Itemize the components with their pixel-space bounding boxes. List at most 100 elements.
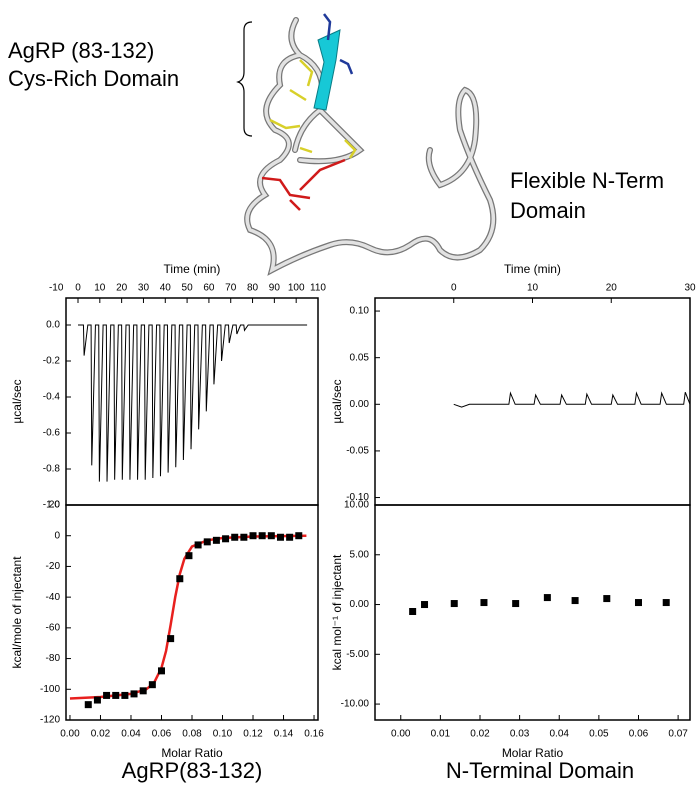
backbone	[245, 18, 496, 274]
caption: N-Terminal Domain	[446, 758, 634, 783]
y-axis-label: µcal/sec	[10, 379, 24, 423]
x-tick-label: 0.01	[431, 729, 451, 740]
caption: AgRP(83-132)	[122, 758, 263, 783]
y-tick-label: -20	[46, 561, 61, 572]
side-chain-blue	[323, 13, 354, 75]
data-point	[249, 532, 257, 540]
x-tick-label: 110	[310, 283, 326, 294]
y-tick-label: -120	[40, 715, 60, 726]
y-tick-label: -1.0	[43, 500, 61, 511]
x-tick-label: 0.00	[391, 729, 411, 740]
x-tick-label: 10	[94, 283, 106, 294]
x-tick-label: 100	[288, 283, 305, 294]
y-tick-label: 0.10	[350, 306, 370, 317]
disulfide	[269, 59, 357, 159]
data-point	[203, 538, 211, 546]
y-tick-label: 10.00	[344, 500, 369, 511]
data-point	[231, 533, 239, 541]
x-tick-label: 0.14	[274, 729, 294, 740]
data-point	[258, 532, 266, 540]
x-tick-label: 0.07	[668, 729, 688, 740]
data-point	[295, 532, 303, 540]
y-tick-label: -100	[40, 684, 60, 695]
y-tick-label: -80	[46, 653, 61, 664]
x-tick-label: 0	[451, 283, 457, 294]
y-tick-label: -0.4	[43, 392, 61, 403]
trace	[453, 391, 691, 408]
y-tick-label: 5.00	[350, 549, 370, 560]
x-tick-label: 20	[116, 283, 128, 294]
y-axis-label: µcal/sec	[330, 379, 344, 423]
data-point	[634, 599, 642, 607]
data-point	[480, 599, 488, 607]
data-point	[130, 690, 138, 698]
x-tick-label: 0.02	[470, 729, 490, 740]
fit-curve	[69, 534, 307, 700]
backbone-outline	[244, 17, 497, 276]
data-point	[286, 533, 294, 541]
trace	[78, 324, 308, 482]
y-tick-label: 0.00	[350, 399, 370, 410]
bracket	[236, 21, 253, 137]
y-tick-label: 0.0	[46, 320, 60, 331]
y-tick-label: -40	[46, 592, 61, 603]
y-tick-label: 0.00	[350, 599, 370, 610]
y-tick-label: -0.2	[43, 356, 61, 367]
data-point	[194, 541, 202, 549]
data-point	[84, 701, 92, 709]
x-tick-label: 80	[247, 283, 259, 294]
x-axis-label: Molar Ratio	[502, 746, 564, 760]
data-point	[222, 535, 230, 543]
beta-sheet	[313, 29, 341, 111]
x-axis-label: Time (min)	[504, 262, 561, 276]
data-point	[148, 681, 156, 689]
x-tick-label: 10	[527, 283, 539, 294]
y-tick-label: -0.8	[43, 464, 61, 475]
x-tick-label: 0.06	[629, 729, 649, 740]
y-tick-label: -5.00	[346, 649, 369, 660]
plot-frame	[374, 297, 691, 506]
data-point	[543, 594, 551, 602]
data-point	[409, 608, 417, 616]
y-tick-label: -0.05	[346, 446, 369, 457]
y-tick-label: -0.10	[346, 492, 369, 503]
x-tick-label: 0.10	[213, 729, 233, 740]
data-point	[267, 532, 275, 540]
x-tick-label: 50	[182, 283, 194, 294]
protein-structure	[236, 13, 497, 276]
structure-label: AgRP (83-132)	[8, 38, 154, 63]
x-tick-label: 0.06	[152, 729, 172, 740]
plot-frame	[374, 504, 691, 721]
structure-label: Domain	[510, 198, 586, 223]
x-tick-label: 0.03	[510, 729, 530, 740]
data-point	[603, 595, 611, 603]
y-tick-label: -0.6	[43, 428, 61, 439]
y-axis-label: kcal mol⁻¹ of injectant	[330, 554, 344, 670]
x-tick-label: 40	[160, 283, 172, 294]
y-tick-label: -10.00	[341, 699, 370, 710]
data-point	[276, 533, 284, 541]
x-tick-label: 20	[606, 283, 618, 294]
data-point	[103, 691, 111, 699]
x-tick-label: 0.04	[550, 729, 570, 740]
x-tick-label: 0.05	[589, 729, 609, 740]
data-point	[421, 601, 429, 609]
x-tick-label: 0.00	[60, 729, 80, 740]
y-tick-label: 0.05	[350, 352, 370, 363]
data-point	[240, 533, 248, 541]
data-point	[93, 696, 101, 704]
data-point	[571, 597, 579, 605]
data-point	[450, 600, 458, 608]
data-point	[212, 536, 220, 544]
side-chain-red	[261, 158, 346, 211]
data-point	[512, 600, 520, 608]
data-point	[121, 691, 129, 699]
x-tick-label: 30	[684, 283, 696, 294]
x-tick-label: 60	[203, 283, 215, 294]
x-tick-label: 0	[75, 283, 81, 294]
x-tick-label: 0.04	[121, 729, 141, 740]
y-axis-label: kcal/mole of injectant	[10, 556, 24, 669]
data-point	[167, 635, 175, 643]
data-point	[662, 599, 670, 607]
